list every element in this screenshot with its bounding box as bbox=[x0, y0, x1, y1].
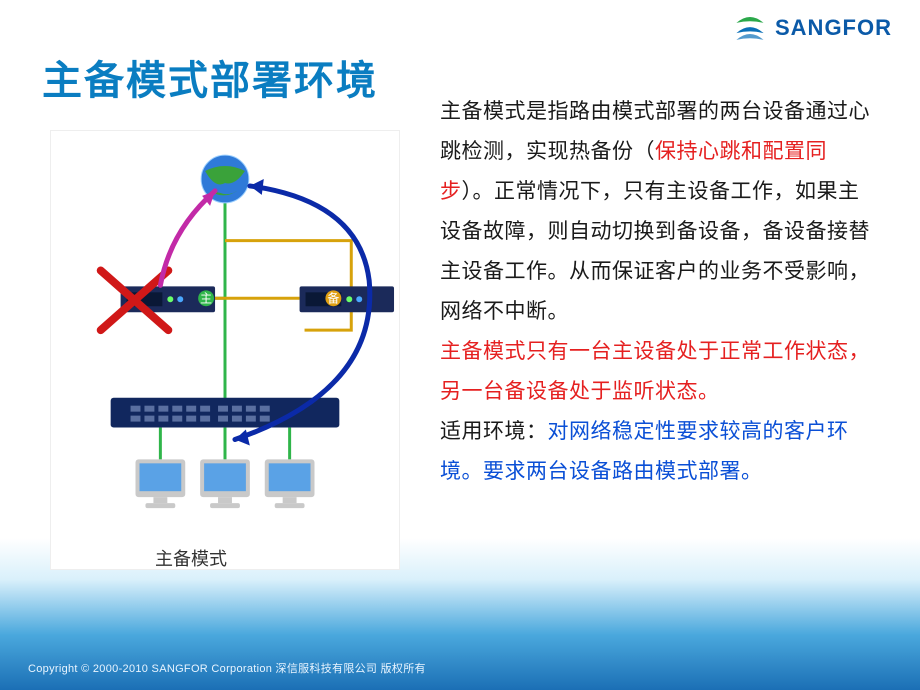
p1b: ）。正常情况下，只有主设备工作，如果主设备故障，则自动切换到备设备，备设备接替主… bbox=[440, 180, 870, 323]
footer-copyright: Copyright © 2000-2010 SANGFOR Corporatio… bbox=[28, 660, 426, 676]
pc-icon bbox=[136, 459, 186, 508]
body-text: 主备模式是指路由模式部署的两台设备通过心跳检测，实现热备份（保持心跳和配置同步）… bbox=[440, 92, 880, 492]
slide: SANGFOR 主备模式部署环境 主 bbox=[0, 0, 920, 690]
slide-title: 主备模式部署环境 bbox=[42, 48, 378, 106]
brand-logo-mark bbox=[733, 14, 767, 42]
network-diagram: 主 备 bbox=[50, 130, 400, 570]
diagram-svg: 主 备 bbox=[51, 131, 399, 569]
brand-logo: SANGFOR bbox=[733, 14, 892, 42]
p3a: 适用环境： bbox=[440, 420, 548, 443]
label-backup: 备 bbox=[327, 291, 339, 305]
brand-name: SANGFOR bbox=[775, 15, 892, 41]
p2: 主备模式只有一台主设备处于正常工作状态，另一台备设备处于监听状态。 bbox=[440, 340, 870, 403]
diagram-caption: 主备模式 bbox=[155, 545, 227, 571]
label-primary: 主 bbox=[200, 291, 212, 305]
